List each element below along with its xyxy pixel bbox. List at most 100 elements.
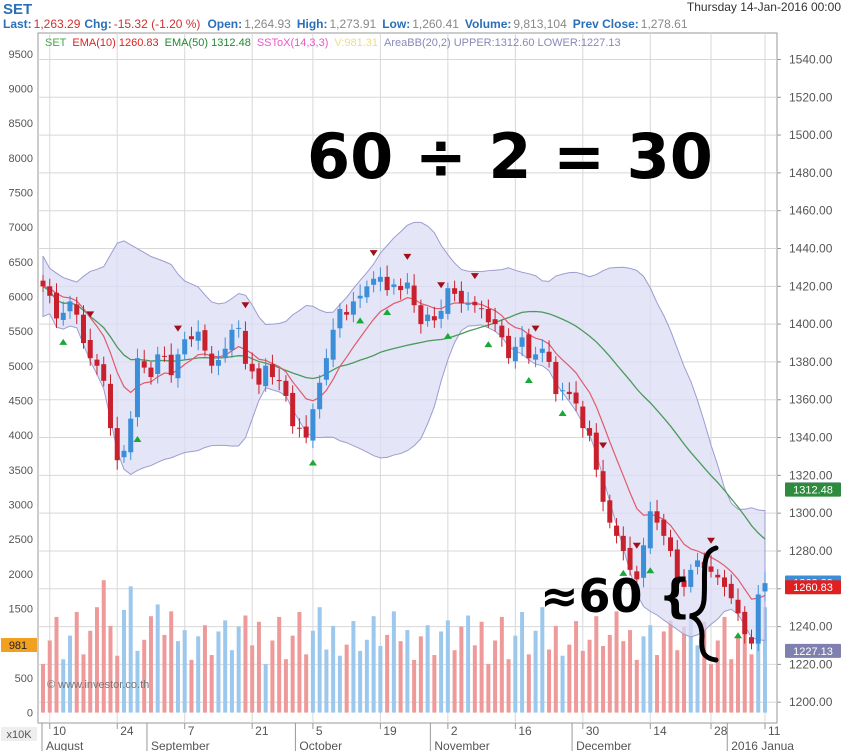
legend-text: SET EMA(10) 1260.83 EMA(50) 1312.48 SSToX(1… <box>45 37 621 49</box>
volume-bar <box>385 634 390 713</box>
candle-body <box>512 346 518 362</box>
legend-item: EMA(10) 1260.83 <box>72 37 158 49</box>
volume-bar <box>560 655 565 713</box>
buy-signal-marker <box>356 317 365 324</box>
ema50-line <box>42 285 766 540</box>
volume-bar <box>574 621 579 713</box>
price-tag-label: 1260.83 <box>793 582 833 594</box>
volume-bar <box>405 630 410 713</box>
volume-bar <box>587 639 592 713</box>
candle-body <box>519 337 525 347</box>
left-tick-label: 8500 <box>9 118 33 130</box>
volume-bar <box>594 616 599 713</box>
x-month-label: September <box>151 739 210 751</box>
volume-bar <box>54 616 59 713</box>
candle-body <box>553 361 559 395</box>
candle-body <box>485 309 491 323</box>
candle-body <box>182 339 188 355</box>
volume-bar <box>715 640 720 713</box>
candle-body <box>715 574 721 578</box>
left-tick-label: 9500 <box>9 49 33 61</box>
candle-body <box>546 351 552 362</box>
legend-item: SET <box>45 37 67 49</box>
candle-body <box>479 308 485 310</box>
sell-signal-marker <box>173 325 182 332</box>
candle-body <box>593 432 599 470</box>
candle-body <box>749 637 755 644</box>
x-month-label: October <box>299 739 342 751</box>
buy-signal-marker <box>308 459 317 466</box>
buy-signal-marker <box>619 569 628 576</box>
volume-bar <box>337 655 342 713</box>
left-tick-label: 0 <box>27 708 33 720</box>
candle-body <box>87 340 93 359</box>
candle-body <box>276 380 282 382</box>
volume-bar <box>263 664 268 713</box>
high-value: 1,273.91 <box>329 17 376 31</box>
candle-body <box>539 348 545 353</box>
volume-bar <box>155 604 160 713</box>
candle-body <box>371 278 377 285</box>
candle-body <box>296 427 302 429</box>
volume-bars <box>41 580 767 713</box>
volume-bar <box>297 612 302 713</box>
x-month-label: 2016 Janua <box>731 739 794 751</box>
candle-body <box>492 319 498 325</box>
ema10-line <box>42 285 766 600</box>
volume-bar <box>61 659 66 713</box>
x-day-label: 7 <box>188 724 195 738</box>
candle-body <box>134 358 140 418</box>
x-day-label: 28 <box>714 724 728 738</box>
volume-bar <box>378 646 383 713</box>
indicator-legend: SET EMA(10) 1260.83 EMA(50) 1312.48 SSToX(1… <box>45 37 621 49</box>
candle-body <box>128 418 134 453</box>
sell-signal-marker <box>86 311 95 318</box>
volume-bar <box>628 630 633 713</box>
unit-box <box>1 727 37 741</box>
volume-bar <box>445 620 450 713</box>
candlesticks <box>40 265 768 652</box>
volume-bar <box>358 650 363 713</box>
volume-marker-box <box>1 638 37 652</box>
right-tick-label: 1400.00 <box>789 317 833 331</box>
candle-body <box>654 511 660 523</box>
volume-bar <box>229 650 234 713</box>
candle-body <box>735 599 741 614</box>
right-tick-label: 1280.00 <box>789 544 833 558</box>
x-day-label: 21 <box>255 724 269 738</box>
volume-bar <box>128 586 133 713</box>
volume-bar <box>580 650 585 713</box>
volume-bar <box>148 616 153 713</box>
candle-body <box>404 282 410 289</box>
left-tick-label: 6500 <box>9 257 33 269</box>
ema-lines <box>42 285 766 600</box>
right-tick-label: 1240.00 <box>789 620 833 634</box>
candle-body <box>742 611 748 635</box>
volume-bar <box>493 640 498 713</box>
candle-body <box>722 577 728 587</box>
candle-body <box>431 316 437 321</box>
left-tick-label: 6000 <box>9 292 33 304</box>
volume-bar <box>324 649 329 713</box>
right-axis: 1200.001220.001240.001260.001280.001300.… <box>777 52 833 709</box>
left-tick-label: 5000 <box>9 361 33 373</box>
x-day-label: 16 <box>518 724 532 738</box>
volume-bar <box>641 636 646 713</box>
volume-bar <box>202 625 207 713</box>
x-month-label: August <box>46 739 84 751</box>
x-day-label: 14 <box>653 724 667 738</box>
prev-close-value: 1,278.61 <box>641 17 688 31</box>
buy-signal-marker <box>734 632 743 639</box>
volume-bar <box>67 635 72 713</box>
left-tick-label: 9000 <box>9 83 33 95</box>
volume-bar <box>256 621 261 713</box>
price-tag <box>785 580 841 595</box>
candle-body <box>263 365 269 387</box>
volume-bar <box>526 654 531 713</box>
candle-body <box>661 519 667 536</box>
candle-body <box>607 500 613 523</box>
candle-body <box>229 329 235 351</box>
candle-body <box>236 327 242 329</box>
volume-bar <box>668 620 673 713</box>
